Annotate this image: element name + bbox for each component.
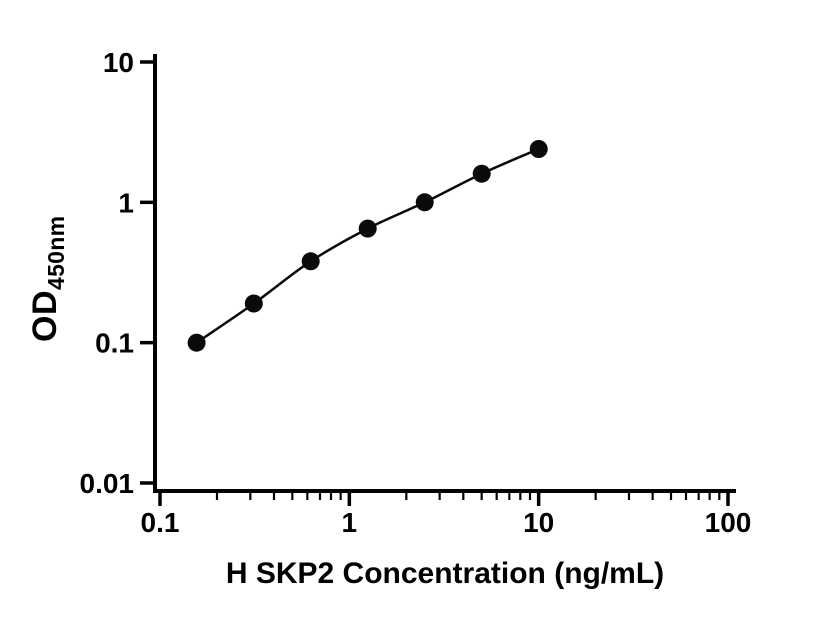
data-point-marker [187, 333, 206, 352]
x-axis-tick-label: 10 [523, 507, 554, 538]
x-axis-tick-label: 0.1 [141, 507, 180, 538]
y-axis-tick-label: 10 [103, 47, 134, 78]
x-axis-title: H SKP2 Concentration (ng/mL) [225, 557, 665, 590]
data-point-marker [244, 294, 263, 313]
y-axis-tick-label: 0.1 [95, 328, 134, 359]
data-point-marker [529, 140, 548, 158]
data-point-marker [358, 219, 377, 238]
data-point-marker [415, 193, 434, 212]
x-axis-tick-label: 100 [705, 507, 752, 538]
data-point-marker [301, 252, 320, 271]
y-axis-tick-label: 0.01 [80, 468, 135, 499]
x-axis-tick-label: 1 [342, 507, 358, 538]
data-point-marker [472, 164, 491, 183]
y-axis-title-subscript: 450nm [42, 215, 69, 290]
y-axis-title: OD450nm [26, 216, 70, 342]
y-axis-title-main: OD [26, 290, 64, 342]
y-axis-tick-label: 1 [118, 187, 134, 218]
